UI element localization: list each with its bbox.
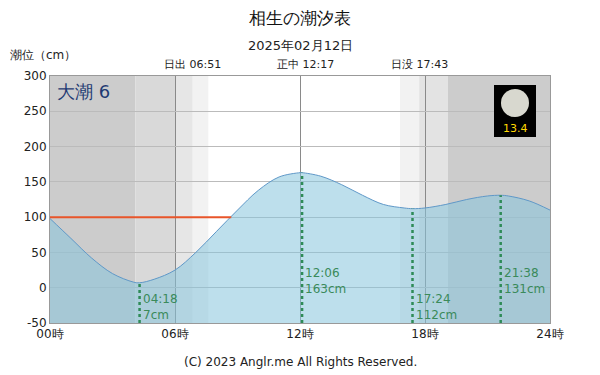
svg-text:日出 06:51: 日出 06:51 [164,58,221,71]
svg-text:0: 0 [39,281,47,295]
svg-text:24時: 24時 [536,327,563,341]
svg-text:300: 300 [24,69,47,83]
svg-text:18時: 18時 [411,327,438,341]
svg-text:00時: 00時 [36,327,63,341]
svg-text:06時: 06時 [161,327,188,341]
svg-text:潮位（cm）: 潮位（cm） [10,48,76,62]
svg-text:50: 50 [31,246,46,260]
svg-text:2025年02月12日: 2025年02月12日 [248,38,353,53]
svg-text:-50: -50 [27,316,47,330]
svg-text:17:24112cm: 17:24112cm [416,292,457,322]
svg-text:正中 12:17: 正中 12:17 [277,58,334,71]
svg-text:13.4: 13.4 [503,122,528,135]
svg-text:100: 100 [24,210,47,224]
svg-text:12時: 12時 [286,327,313,341]
svg-text:(C) 2023 Anglr.me All Rights R: (C) 2023 Anglr.me All Rights Reserved. [184,355,417,369]
svg-text:大潮 6: 大潮 6 [57,81,110,102]
svg-text:04:187cm: 04:187cm [143,292,178,322]
svg-text:250: 250 [24,104,47,118]
svg-text:150: 150 [24,175,47,189]
svg-text:相生の潮汐表: 相生の潮汐表 [249,8,351,28]
svg-text:日没 17:43: 日没 17:43 [391,58,448,71]
svg-text:21:38131cm: 21:38131cm [504,266,545,296]
svg-text:200: 200 [24,140,47,154]
svg-text:12:06163cm: 12:06163cm [305,266,346,296]
